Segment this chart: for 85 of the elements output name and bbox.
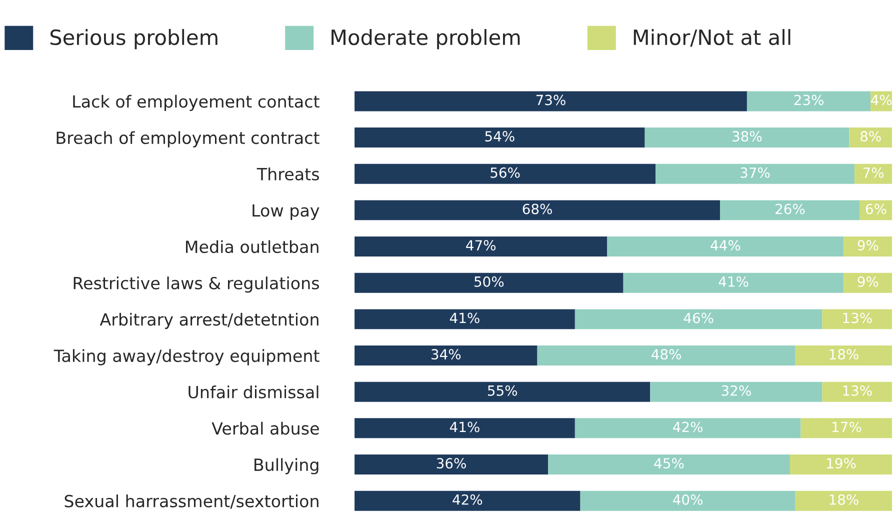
bar [790,454,892,474]
bar [849,128,892,148]
data-label: 46% [684,312,714,324]
y-tick-label: Media outletban [186,240,318,254]
bar [795,490,892,511]
legend-label: Serious problem [50,29,218,50]
data-label: 9% [858,240,878,251]
data-label: 36% [436,458,466,469]
bar [548,454,790,474]
data-label: 42% [673,422,702,432]
bar [537,346,796,366]
data-label: 41% [718,276,748,287]
bar [822,382,892,402]
data-label: 17% [832,422,862,432]
data-label: 50% [474,276,504,287]
bar [650,382,822,402]
data-label: 41% [450,312,480,324]
bar [623,272,844,293]
legend-label: Minor/Not at all [634,29,790,47]
data-label: 68% [522,204,552,214]
data-label: 32% [722,385,751,396]
bar [746,91,871,112]
y-tick-label: Arbitrary arrest/detetntion [100,312,318,329]
data-label: 7% [863,167,884,178]
bar [354,272,624,293]
bar [800,418,892,438]
bar [354,309,575,330]
data-label: 56% [490,167,520,178]
data-label: 38% [732,131,762,142]
bar [844,272,892,293]
y-tick-label: Lack of employement contact [73,94,320,112]
data-label: 18% [830,349,858,360]
bar [795,346,892,366]
bar [580,490,796,511]
data-label: 4% [871,94,892,106]
bar [354,128,645,148]
data-label: 19% [827,458,856,469]
data-label: 18% [830,494,858,505]
data-label: 41% [450,422,480,432]
data-label: 23% [794,94,824,106]
bar [844,236,892,257]
bar [574,418,801,438]
data-label: 42% [452,494,482,505]
data-label: 73% [536,94,566,106]
y-tick-label: Bullying [254,458,318,474]
data-label: 40% [673,494,702,505]
bar [354,490,580,511]
data-label: 54% [485,131,514,142]
y-tick-label: Low pay [252,204,320,220]
y-tick-label: Taking away/destroy equipment [54,349,320,366]
data-label: 6% [866,204,886,214]
data-label: 9% [858,276,878,287]
bar [354,346,538,366]
data-label: 44% [710,240,740,251]
y-tick-label: Restrictive laws & regulations [74,276,319,293]
bar [354,200,720,220]
legend-label: Moderate problem [332,29,520,50]
y-tick-label: Sexual harrassment/sextortion [64,494,318,509]
bar [354,382,650,402]
y-tick-label: Threats [256,168,319,180]
data-label: 47% [466,240,496,251]
bar [720,200,860,220]
data-label: 8% [860,131,881,142]
bar [822,309,892,330]
y-tick-label: Verbal abuse [212,422,319,435]
bar [574,309,822,330]
data-label: 26% [776,204,805,214]
bar [656,164,854,184]
data-label: 13% [843,312,872,324]
data-label: 48% [652,349,681,360]
bar [354,164,656,184]
data-label: 13% [843,385,872,396]
bar [354,236,608,257]
y-tick-label: Unfair dismissal [188,386,318,398]
bar [354,91,747,112]
bar [644,128,850,148]
data-label: 45% [654,458,684,469]
y-tick-label: Breach of employment contract [56,131,320,148]
bar [607,236,844,257]
data-label: 55% [488,385,518,396]
data-label: 34% [432,349,461,360]
bar [354,454,548,474]
bar [854,164,892,184]
bar [354,418,575,438]
data-label: 37% [740,167,770,178]
